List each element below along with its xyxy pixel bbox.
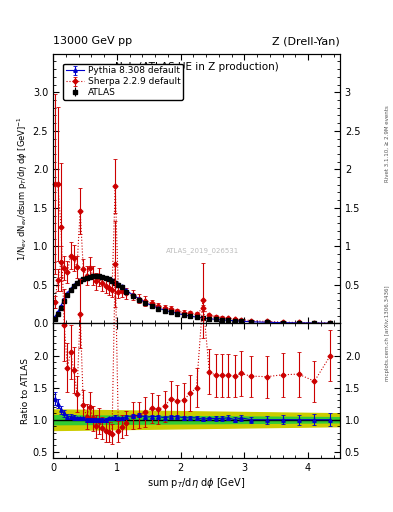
X-axis label: sum p$_{T}$/d$\eta$ d$\phi$ [GeV]: sum p$_{T}$/d$\eta$ d$\phi$ [GeV] [147,476,246,490]
Text: 13000 GeV pp: 13000 GeV pp [53,36,132,46]
Text: mcplots.cern.ch [arXiv:1306.3436]: mcplots.cern.ch [arXiv:1306.3436] [385,285,390,380]
Y-axis label: 1/N$_{ev}$ dN$_{ev}$/dsum p$_{T}$/d$\eta$ d$\phi$ [GeV]$^{-1}$: 1/N$_{ev}$ dN$_{ev}$/dsum p$_{T}$/d$\eta… [15,116,30,261]
Text: Z (Drell-Yan): Z (Drell-Yan) [272,36,340,46]
Text: Rivet 3.1.10, ≥ 2.9M events: Rivet 3.1.10, ≥ 2.9M events [385,105,390,182]
Text: ATLAS_2019_026531: ATLAS_2019_026531 [165,247,239,254]
Y-axis label: Ratio to ATLAS: Ratio to ATLAS [21,358,30,424]
Legend: Pythia 8.308 default, Sherpa 2.2.9 default, ATLAS: Pythia 8.308 default, Sherpa 2.2.9 defau… [63,63,183,100]
Text: Nch (ATLAS UE in Z production): Nch (ATLAS UE in Z production) [115,62,278,72]
